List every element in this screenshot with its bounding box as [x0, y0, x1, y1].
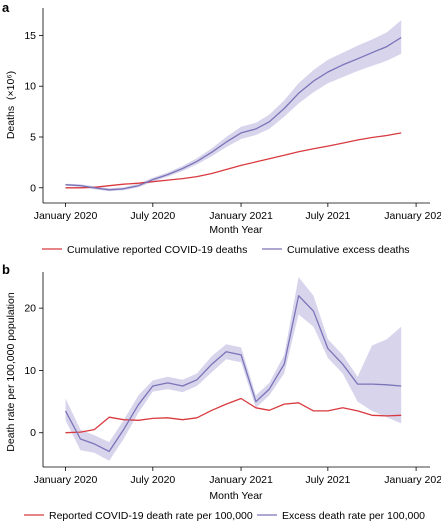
y-tick-label: 5 [30, 131, 36, 143]
panel-b-x-axis-title: Month Year [209, 490, 263, 502]
y-tick-label: 15 [24, 30, 36, 42]
y-tick-label: 20 [24, 303, 36, 315]
x-tick-label: January 2020 [34, 210, 98, 222]
x-tick-label: July 2021 [305, 474, 350, 486]
panel-b: b 0 10 20 January 2020 July 2020 January 202… [2, 262, 441, 522]
series-line-excess [64, 295, 402, 453]
panel-a-ylabel-main: Deaths [5, 106, 17, 139]
x-tick-label: January 2021 [209, 474, 273, 486]
x-tick-label: July 2021 [305, 210, 350, 222]
y-tick-label: 10 [24, 365, 36, 377]
series-line-excess [65, 36, 402, 191]
legend-label-reported-rate: Reported COVID-19 death rate per 100,000 [49, 510, 253, 522]
legend-label-excess: Cumulative excess deaths [287, 244, 410, 256]
x-tick-label: July 2020 [130, 210, 175, 222]
y-tick-label: 0 [30, 427, 36, 439]
x-tick-label: January 2021 [209, 210, 273, 222]
panel-a-x-axis-title: Month Year [209, 224, 263, 236]
x-tick-label: January 2020 [34, 474, 98, 486]
x-tick-label: January 2022 [384, 474, 441, 486]
uncertainty-band-excess [65, 277, 402, 461]
panel-b-y-axis-title: Death rate per 100,000 population [5, 292, 17, 452]
panel-a-ylabel-unit: (×10⁶) [5, 71, 17, 100]
panel-a-legend: Cumulative reported COVID-19 deaths Cumu… [42, 244, 410, 256]
panel-b-legend: Reported COVID-19 death rate per 100,000… [24, 510, 425, 522]
x-tick-label: January 2022 [384, 210, 441, 222]
series-line-reported [65, 397, 402, 434]
panel-a-letter: a [2, 0, 10, 15]
legend-label-reported: Cumulative reported COVID-19 deaths [67, 244, 247, 256]
series-line-reported [65, 132, 402, 189]
legend-label-excess-rate: Excess death rate per 100,000 [282, 510, 425, 522]
y-tick-label: 0 [30, 182, 36, 194]
panel-a: a 0 5 10 15 January 2020 July 2020 January 20… [2, 0, 441, 256]
panel-b-letter: b [2, 262, 10, 277]
uncertainty-band-excess [65, 20, 402, 192]
y-tick-label: 10 [24, 81, 36, 93]
panel-a-y-axis-title: Deaths (×10⁶) [5, 71, 17, 139]
x-tick-label: July 2020 [130, 474, 175, 486]
